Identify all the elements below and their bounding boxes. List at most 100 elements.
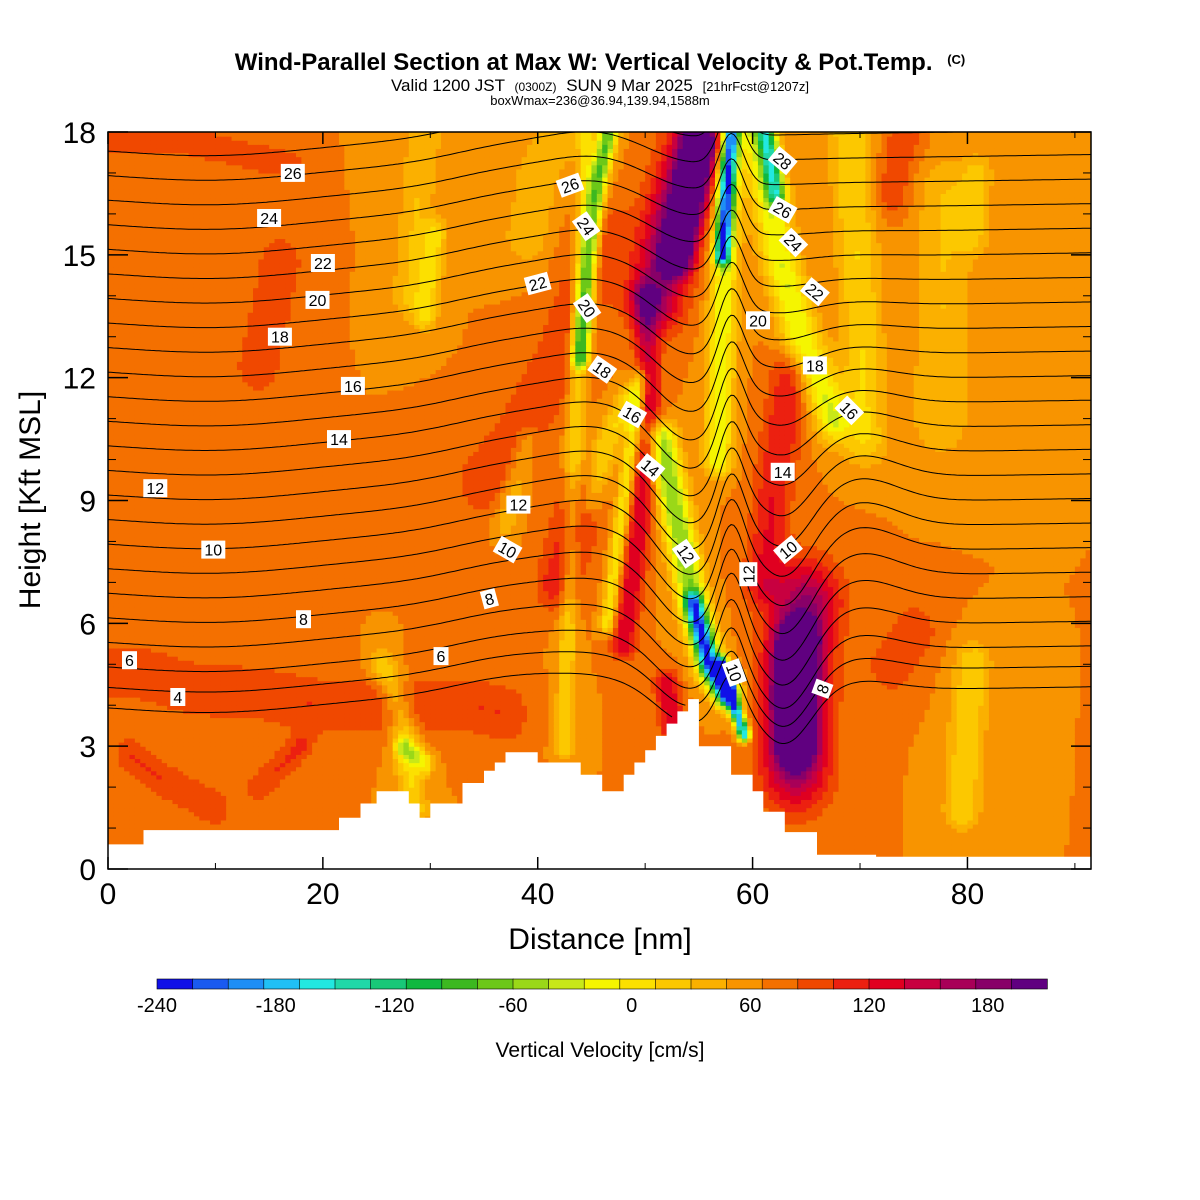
- heatmap-cell: [146, 803, 152, 808]
- heatmap-cell: [113, 283, 119, 288]
- heatmap-cell: [129, 697, 135, 702]
- heatmap-cell: [129, 722, 135, 727]
- heatmap-cell: [140, 812, 146, 817]
- heatmap-cell: [124, 398, 130, 403]
- heatmap-cell: [113, 394, 119, 399]
- heatmap-cell: [108, 771, 114, 776]
- heatmap-cell: [119, 513, 125, 518]
- heatmap-cell: [124, 767, 130, 772]
- heatmap-cell: [124, 709, 130, 714]
- heatmap-cell: [129, 562, 135, 567]
- heatmap-cell: [135, 722, 141, 727]
- heatmap-cell: [140, 803, 146, 808]
- heatmap-cell: [135, 513, 141, 518]
- heatmap-cell: [146, 541, 152, 546]
- heatmap-cell: [113, 603, 119, 608]
- heatmap-cell: [124, 603, 130, 608]
- heatmap-cell: [108, 812, 114, 817]
- heatmap-cell: [129, 513, 135, 518]
- heatmap-cell: [108, 439, 114, 444]
- heatmap-cell: [124, 795, 130, 800]
- heatmap-cell: [146, 775, 152, 780]
- heatmap-cell: [108, 767, 114, 772]
- heatmap-cell: [108, 550, 114, 555]
- heatmap-cell: [113, 148, 119, 153]
- heatmap-cell: [129, 799, 135, 804]
- heatmap-cell: [119, 803, 125, 808]
- heatmap-cell: [129, 501, 135, 506]
- heatmap-cell: [119, 562, 125, 567]
- copyright-mark: (C): [947, 52, 965, 67]
- heatmap-cell: [135, 288, 141, 293]
- heatmap-cell: [146, 439, 152, 444]
- heatmap-cell: [119, 709, 125, 714]
- heatmap-cell: [113, 304, 119, 309]
- heatmap-cell: [108, 607, 114, 612]
- heatmap-cell: [119, 357, 125, 362]
- heatmap-cell: [119, 349, 125, 354]
- heatmap-cell: [146, 431, 152, 436]
- heatmap-cell: [108, 357, 114, 362]
- heatmap-cell: [124, 333, 130, 338]
- heatmap-cell: [129, 480, 135, 485]
- heatmap-cell: [108, 398, 114, 403]
- heatmap-cell: [146, 640, 152, 645]
- heatmap-cell: [113, 357, 119, 362]
- heatmap-cell: [113, 484, 119, 489]
- heatmap-cell: [135, 341, 141, 346]
- heatmap-cell: [135, 361, 141, 366]
- heatmap-cell: [140, 820, 146, 825]
- heatmap-cell: [140, 263, 146, 268]
- heatmap-cell: [124, 415, 130, 420]
- heatmap-cell: [129, 283, 135, 288]
- heatmap-cell: [135, 267, 141, 272]
- heatmap-cell: [119, 738, 125, 743]
- heatmap-cell: [146, 329, 152, 334]
- heatmap-cell: [140, 234, 146, 239]
- heatmap-cell: [129, 292, 135, 297]
- heatmap-cell: [108, 529, 114, 534]
- heatmap-cell: [129, 488, 135, 493]
- heatmap-cell: [146, 713, 152, 718]
- heatmap-cell: [140, 632, 146, 637]
- heatmap-cell: [113, 722, 119, 727]
- heatmap-cell: [113, 672, 119, 677]
- heatmap-cell: [108, 758, 114, 763]
- heatmap-cell: [124, 226, 130, 231]
- heatmap-cell: [108, 341, 114, 346]
- heatmap-cell: [124, 758, 130, 763]
- heatmap-cell: [113, 771, 119, 776]
- heatmap-cell: [124, 464, 130, 469]
- heatmap-cell: [119, 681, 125, 686]
- heatmap-cell: [140, 455, 146, 460]
- heatmap-cell: [113, 726, 119, 731]
- heatmap-cell: [129, 693, 135, 698]
- heatmap-cell: [124, 718, 130, 723]
- heatmap-cell: [119, 701, 125, 706]
- heatmap-cell: [124, 460, 130, 465]
- heatmap-cell: [108, 562, 114, 567]
- heatmap-cell: [119, 361, 125, 366]
- heatmap-cell: [113, 193, 119, 198]
- heatmap-cell: [124, 185, 130, 190]
- heatmap-cell: [124, 324, 130, 329]
- heatmap-cell: [124, 779, 130, 784]
- heatmap-cell: [113, 435, 119, 440]
- heatmap-cell: [146, 378, 152, 383]
- heatmap-cell: [124, 402, 130, 407]
- heatmap-cell: [146, 550, 152, 555]
- heatmap-cell: [129, 550, 135, 555]
- heatmap-cell: [129, 353, 135, 358]
- heatmap-cell: [113, 279, 119, 284]
- heatmap-cell: [113, 775, 119, 780]
- heatmap-cell: [124, 750, 130, 755]
- heatmap-cell: [129, 185, 135, 190]
- heatmap-cell: [140, 525, 146, 530]
- heatmap-cell: [108, 476, 114, 481]
- heatmap-cell: [124, 546, 130, 551]
- heatmap-cell: [124, 238, 130, 243]
- heatmap-cell: [129, 427, 135, 432]
- heatmap-cell: [108, 263, 114, 268]
- heatmap-cell: [146, 787, 152, 792]
- heatmap-cell: [140, 611, 146, 616]
